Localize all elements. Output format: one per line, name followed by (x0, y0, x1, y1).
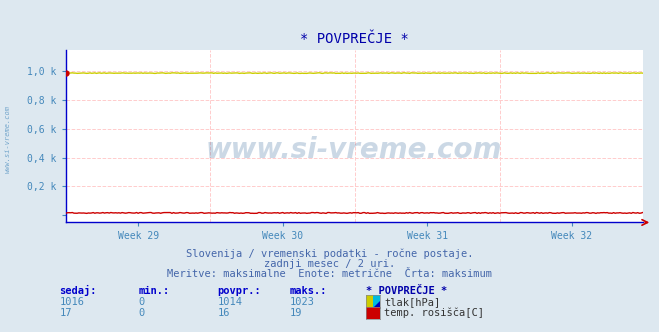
Text: 1023: 1023 (290, 297, 315, 307)
Text: 0: 0 (138, 297, 144, 307)
Text: tlak[hPa]: tlak[hPa] (384, 297, 440, 307)
Text: 19: 19 (290, 308, 302, 318)
Text: * POVPREČJE *: * POVPREČJE * (366, 286, 447, 296)
Text: 1014: 1014 (217, 297, 243, 307)
Text: 0: 0 (138, 308, 144, 318)
Text: temp. rosišča[C]: temp. rosišča[C] (384, 307, 484, 318)
Text: www.si-vreme.com: www.si-vreme.com (5, 106, 11, 173)
Text: 1016: 1016 (59, 297, 84, 307)
Text: zadnji mesec / 2 uri.: zadnji mesec / 2 uri. (264, 259, 395, 269)
Text: Meritve: maksimalne  Enote: metrične  Črta: maksimum: Meritve: maksimalne Enote: metrične Črta… (167, 269, 492, 279)
Text: povpr.:: povpr.: (217, 286, 261, 296)
Text: min.:: min.: (138, 286, 169, 296)
Text: maks.:: maks.: (290, 286, 328, 296)
Polygon shape (373, 295, 380, 308)
Text: www.si-vreme.com: www.si-vreme.com (206, 136, 502, 164)
Polygon shape (373, 301, 380, 308)
Text: sedaj:: sedaj: (59, 285, 97, 296)
Text: 16: 16 (217, 308, 230, 318)
Text: 17: 17 (59, 308, 72, 318)
Title: * POVPREČJE *: * POVPREČJE * (300, 32, 409, 46)
Text: Slovenija / vremenski podatki - ročne postaje.: Slovenija / vremenski podatki - ročne po… (186, 249, 473, 259)
